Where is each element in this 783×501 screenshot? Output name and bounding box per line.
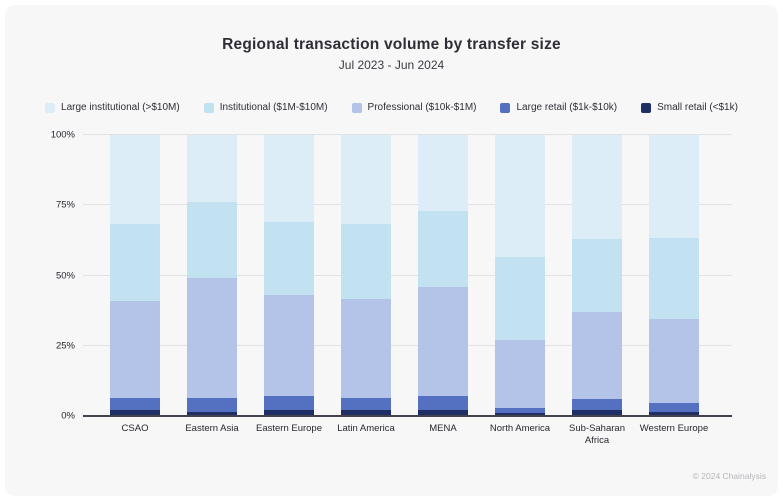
chart-area: 0% 25% 50% 75% 100%: [21, 130, 732, 422]
x-tick-label: CSAO: [121, 423, 149, 434]
segment-small-retail-latin-america: [341, 410, 391, 416]
y-tick-label: 75%: [55, 199, 75, 211]
bar-eastern-asia: [187, 135, 237, 416]
segment-professional-eastern-asia: [187, 278, 237, 398]
x-tick-label: MENA: [429, 423, 457, 434]
x-label-cell-csao: CSAO: [110, 423, 160, 449]
segment-institutional-north-america: [495, 257, 545, 341]
segment-large-institutional-csao: [110, 135, 160, 224]
segment-professional-csao: [110, 300, 160, 398]
legend-item-large-retail: Large retail ($1k-$10k): [500, 102, 617, 113]
segment-large-institutional-sub-saharan-africa: [572, 135, 622, 239]
segment-small-retail-eastern-europe: [264, 410, 314, 416]
legend-swatch-icon: [351, 102, 362, 113]
x-tick-label: Eastern Europe: [255, 423, 322, 434]
legend-item-professional: Professional ($10k-$1M): [351, 102, 477, 113]
segment-small-retail-mena: [418, 410, 468, 416]
bar-north-america: [495, 135, 545, 416]
legend-swatch-icon: [45, 102, 56, 113]
legend-label: Institutional ($1M-$10M): [219, 102, 328, 113]
chart-card: Regional transaction volume by transfer …: [5, 5, 778, 496]
segment-large-retail-eastern-asia: [187, 397, 237, 412]
x-label-cell-mena: MENA: [418, 423, 468, 449]
y-tick-label: 100%: [50, 129, 75, 141]
x-label-cell-eastern-europe: Eastern Europe: [256, 423, 322, 449]
segment-large-retail-western-europe: [649, 403, 699, 412]
segment-institutional-eastern-asia: [187, 202, 237, 279]
x-tick-label: Latin America: [337, 423, 395, 434]
legend-swatch-icon: [641, 102, 652, 113]
segment-small-retail-north-america: [495, 413, 545, 416]
segment-professional-north-america: [495, 340, 545, 408]
legend-label: Large institutional (>$10M): [61, 102, 180, 113]
x-tick-label: Eastern Asia: [185, 423, 239, 434]
segment-small-retail-csao: [110, 410, 160, 416]
segment-large-retail-mena: [418, 396, 468, 411]
segment-institutional-mena: [418, 210, 468, 287]
segment-small-retail-western-europe: [649, 411, 699, 416]
legend-item-institutional: Institutional ($1M-$10M): [203, 102, 328, 113]
segment-small-retail-sub-saharan-africa: [572, 410, 622, 416]
legend: Large institutional (>$10M) Institutional…: [5, 102, 778, 113]
segment-large-retail-latin-america: [341, 397, 391, 411]
segment-professional-mena: [418, 286, 468, 397]
x-label-cell-western-europe: Western Europe: [640, 423, 708, 449]
segment-institutional-sub-saharan-africa: [572, 238, 622, 313]
x-axis-line: [83, 415, 732, 417]
segment-professional-eastern-europe: [264, 295, 314, 397]
copyright-note: © 2024 Chainalysis: [692, 471, 766, 481]
segment-large-institutional-eastern-europe: [264, 135, 314, 223]
segment-institutional-eastern-europe: [264, 222, 314, 296]
segment-large-institutional-eastern-asia: [187, 135, 237, 203]
legend-swatch-icon: [500, 102, 511, 113]
segment-professional-western-europe: [649, 319, 699, 404]
legend-item-small-retail: Small retail (<$1k): [641, 102, 738, 113]
bar-latin-america: [341, 135, 391, 416]
y-axis: 0% 25% 50% 75% 100%: [21, 130, 83, 422]
segment-large-retail-sub-saharan-africa: [572, 399, 622, 411]
legend-swatch-icon: [203, 102, 214, 113]
segment-institutional-csao: [110, 223, 160, 301]
segment-institutional-latin-america: [341, 223, 391, 300]
x-label-cell-eastern-asia: Eastern Asia: [185, 423, 238, 449]
segment-institutional-western-europe: [649, 237, 699, 320]
x-tick-label: Western Europe: [639, 423, 709, 434]
gridline: [83, 274, 732, 276]
segment-large-institutional-latin-america: [341, 135, 391, 224]
legend-label: Small retail (<$1k): [657, 102, 738, 113]
chart-title: Regional transaction volume by transfer …: [222, 36, 561, 53]
segment-large-institutional-mena: [418, 135, 468, 211]
bars-row: [83, 135, 732, 416]
bar-mena: [418, 135, 468, 416]
gridline: [83, 344, 732, 346]
segment-large-institutional-western-europe: [649, 135, 699, 238]
bar-csao: [110, 135, 160, 416]
x-label-cell-north-america: North America: [490, 423, 550, 449]
segment-professional-latin-america: [341, 299, 391, 398]
legend-item-large-institutional: Large institutional (>$10M): [45, 102, 180, 113]
x-tick-label: Sub-Saharan Africa: [569, 423, 625, 447]
y-tick-label: 50%: [55, 270, 75, 281]
x-label-cell-latin-america: Latin America: [337, 423, 395, 449]
segment-small-retail-eastern-asia: [187, 411, 237, 416]
segment-large-retail-north-america: [495, 407, 545, 414]
gridline: [83, 204, 732, 206]
segment-large-retail-eastern-europe: [264, 396, 314, 411]
x-tick-label: North America: [489, 423, 551, 434]
bar-eastern-europe: [264, 135, 314, 416]
gridline: [83, 134, 732, 135]
segment-large-retail-csao: [110, 397, 160, 411]
bar-sub-saharan-africa: [572, 135, 622, 416]
x-axis-labels: CSAO Eastern Asia Eastern Europe Latin Amer…: [83, 423, 732, 449]
bar-western-europe: [649, 135, 699, 416]
y-tick-label: 25%: [55, 340, 75, 352]
plot-area: [83, 134, 732, 417]
segment-professional-sub-saharan-africa: [572, 312, 622, 400]
legend-label: Large retail ($1k-$10k): [516, 102, 618, 113]
legend-label: Professional ($10k-$1M): [367, 102, 477, 113]
x-label-cell-sub-saharan-africa: Sub-Saharan Africa: [569, 423, 625, 449]
chart-subtitle: Jul 2023 - Jun 2024: [338, 58, 445, 72]
segment-large-institutional-north-america: [495, 135, 545, 258]
y-tick-label: 0%: [61, 410, 75, 422]
